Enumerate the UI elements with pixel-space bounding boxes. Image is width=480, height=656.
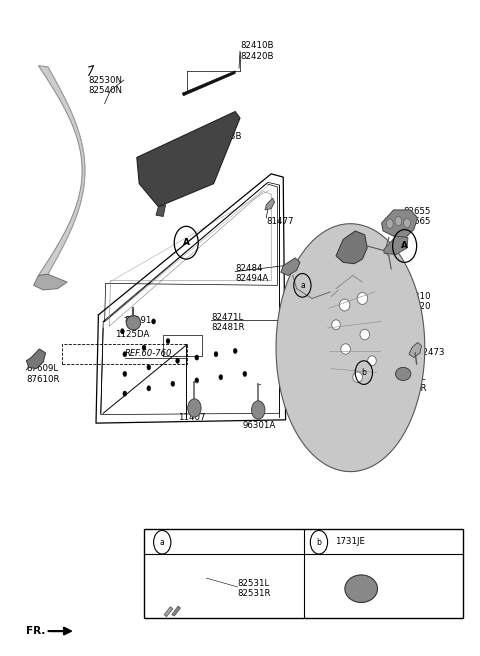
Polygon shape	[182, 71, 235, 96]
Circle shape	[404, 218, 410, 228]
Circle shape	[195, 355, 199, 360]
Circle shape	[152, 319, 156, 324]
Polygon shape	[156, 205, 166, 216]
Text: 82530N
82540N: 82530N 82540N	[88, 75, 122, 95]
Ellipse shape	[368, 356, 376, 366]
Ellipse shape	[357, 293, 368, 304]
Circle shape	[214, 352, 218, 357]
Circle shape	[395, 216, 402, 226]
Polygon shape	[276, 224, 425, 472]
Text: 82531L
82531R: 82531L 82531R	[274, 579, 307, 599]
Polygon shape	[409, 342, 421, 358]
Ellipse shape	[126, 316, 141, 330]
Circle shape	[386, 219, 393, 228]
Text: 82450L
82460R: 82450L 82460R	[394, 373, 427, 393]
Circle shape	[142, 345, 146, 350]
Ellipse shape	[341, 344, 350, 354]
Bar	[144, 529, 463, 618]
Text: 1125DA: 1125DA	[115, 330, 150, 339]
Text: 1731JE: 1731JE	[403, 551, 433, 560]
Polygon shape	[172, 606, 180, 616]
Text: a: a	[160, 538, 165, 546]
Text: REF.60-760: REF.60-760	[125, 348, 172, 358]
Circle shape	[252, 401, 265, 419]
Text: A: A	[183, 238, 190, 247]
Text: 96301A: 96301A	[242, 420, 276, 430]
Circle shape	[123, 391, 127, 396]
Ellipse shape	[396, 367, 411, 380]
Polygon shape	[281, 258, 300, 276]
Text: 82531L
82531R: 82531L 82531R	[238, 579, 271, 598]
Text: 81477: 81477	[266, 216, 294, 226]
Text: 87609L
87610R: 87609L 87610R	[26, 364, 60, 384]
Polygon shape	[34, 274, 67, 290]
Polygon shape	[384, 236, 408, 255]
Circle shape	[147, 386, 151, 391]
Polygon shape	[382, 210, 418, 237]
Text: FR.: FR.	[26, 626, 46, 636]
Circle shape	[195, 378, 199, 383]
Ellipse shape	[345, 575, 378, 602]
Polygon shape	[137, 112, 240, 207]
Text: 82484
82494A: 82484 82494A	[235, 264, 268, 283]
Text: A: A	[401, 241, 408, 251]
Ellipse shape	[360, 329, 370, 340]
Circle shape	[123, 352, 127, 357]
Circle shape	[171, 381, 175, 386]
Circle shape	[176, 358, 180, 363]
Circle shape	[123, 371, 127, 377]
Polygon shape	[38, 66, 85, 276]
Polygon shape	[164, 607, 173, 617]
Circle shape	[243, 371, 247, 377]
Circle shape	[120, 329, 124, 334]
Text: 1731JE: 1731JE	[335, 537, 365, 546]
Text: 11407: 11407	[178, 413, 206, 422]
Text: b: b	[361, 368, 366, 377]
Text: 81310
81320: 81310 81320	[403, 292, 431, 312]
Text: 83191: 83191	[125, 316, 152, 325]
Text: 82410B
82420B: 82410B 82420B	[240, 41, 274, 61]
Text: 82413B: 82413B	[209, 132, 242, 141]
Circle shape	[166, 338, 170, 344]
Ellipse shape	[353, 372, 362, 382]
Circle shape	[188, 399, 201, 417]
Text: 82473: 82473	[418, 348, 445, 358]
Circle shape	[147, 365, 151, 370]
Ellipse shape	[339, 299, 350, 311]
Polygon shape	[265, 198, 275, 210]
Text: 82471L
82481R: 82471L 82481R	[211, 313, 245, 333]
Circle shape	[219, 375, 223, 380]
Text: 82655
82665: 82655 82665	[403, 207, 431, 226]
Polygon shape	[336, 231, 367, 264]
Text: b: b	[316, 538, 322, 546]
Circle shape	[132, 325, 136, 331]
Polygon shape	[26, 349, 46, 369]
Text: a: a	[300, 281, 305, 290]
Ellipse shape	[332, 319, 340, 329]
Circle shape	[233, 348, 237, 354]
